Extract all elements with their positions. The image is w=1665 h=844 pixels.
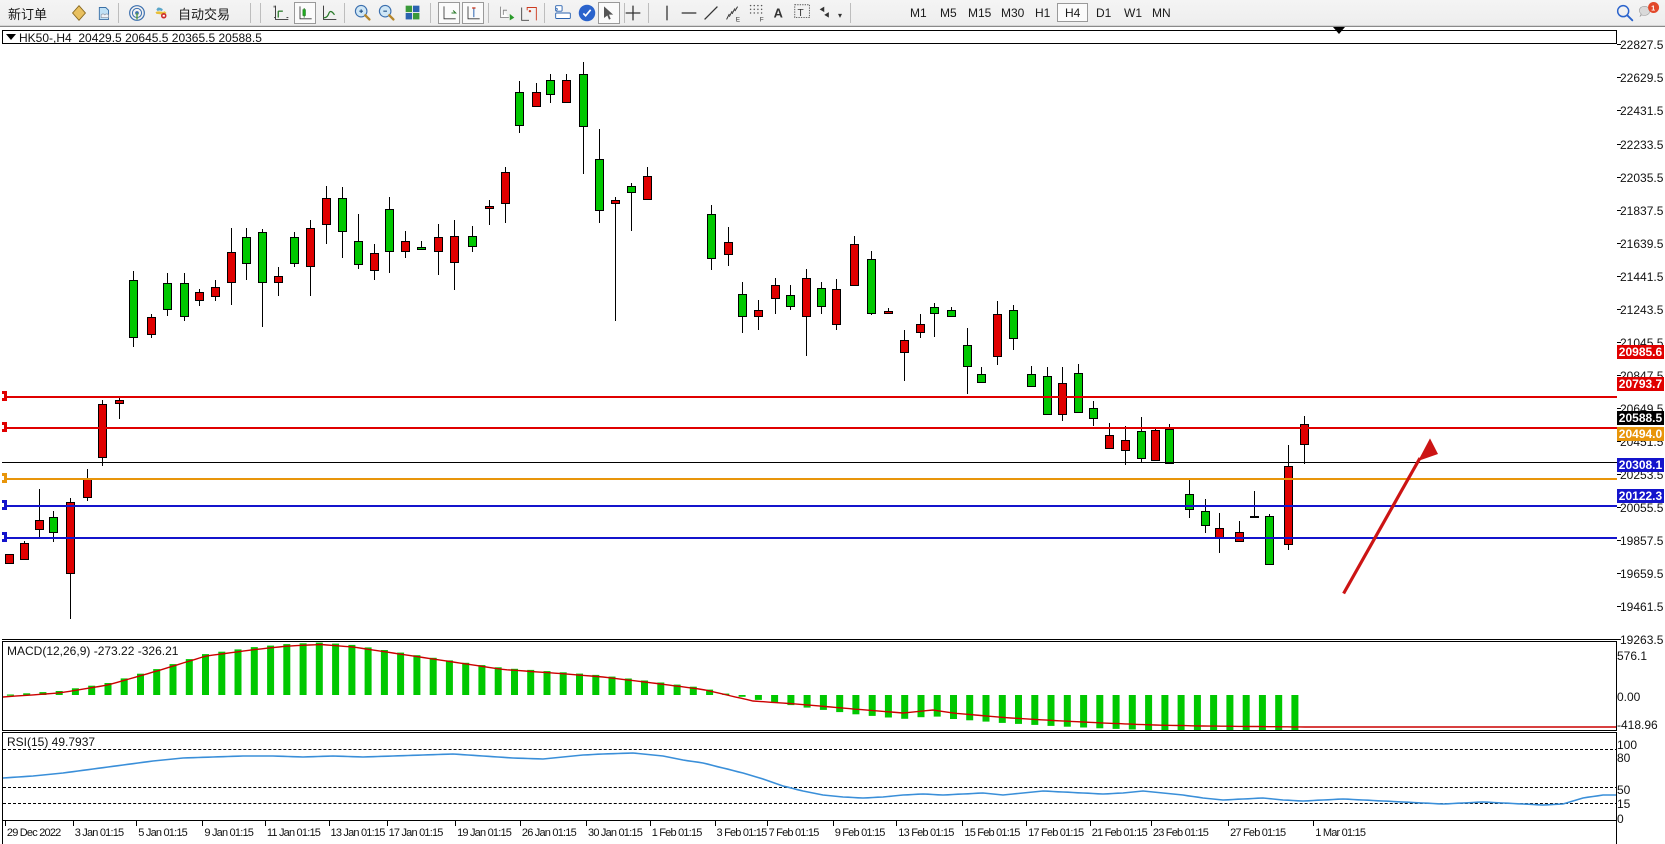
svg-text:E: E — [736, 16, 740, 23]
svg-text:T: T — [798, 8, 804, 19]
svg-text:1: 1 — [1651, 3, 1655, 12]
svg-text:F: F — [760, 16, 764, 23]
svg-text:A: A — [774, 6, 783, 21]
